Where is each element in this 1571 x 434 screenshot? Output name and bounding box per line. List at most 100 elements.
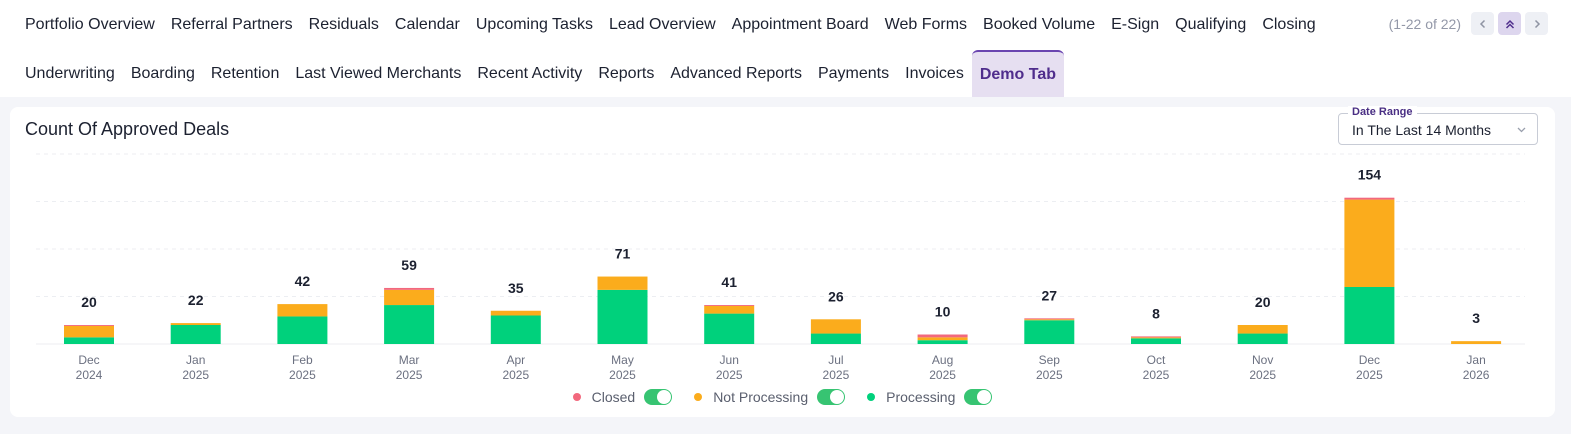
tab-residuals[interactable]: Residuals: [308, 16, 379, 33]
tick-label-month: Mar: [399, 353, 420, 367]
data-label: 35: [508, 280, 524, 296]
tab-retention[interactable]: Retention: [210, 64, 280, 82]
tick-label-month: Apr: [506, 353, 525, 367]
tick-label-year: 2025: [929, 368, 956, 382]
tick-label-year: 2025: [1036, 368, 1063, 382]
bar-not-processing: [277, 304, 328, 317]
bar-processing: [64, 337, 114, 344]
bar-closed: [64, 325, 114, 326]
bar-processing: [490, 315, 541, 344]
date-range-select[interactable]: Date Range In The Last 14 Months: [1338, 106, 1538, 145]
bar-processing: [704, 313, 755, 344]
data-label: 20: [1255, 294, 1271, 310]
tab-invoices[interactable]: Invoices: [905, 64, 964, 82]
tab-demo-tab[interactable]: Demo Tab: [971, 50, 1064, 97]
tab-last-viewed-merchants[interactable]: Last Viewed Merchants: [295, 64, 462, 82]
tab-advanced-reports[interactable]: Advanced Reports: [670, 64, 802, 82]
legend-dot: [867, 393, 876, 401]
bar-closed: [1024, 318, 1075, 320]
tab-booked-volume[interactable]: Booked Volume: [983, 16, 1096, 33]
series-toggle[interactable]: [964, 389, 993, 405]
tick-label-year: 2025: [182, 368, 209, 382]
tab-e-sign[interactable]: E-Sign: [1111, 16, 1160, 33]
legend-item-not-processing[interactable]: Not Processing: [694, 389, 846, 405]
tick-label-month: May: [611, 353, 634, 367]
data-label: 10: [935, 304, 951, 320]
tab-qualifying[interactable]: Qualifying: [1175, 16, 1247, 33]
bar-not-processing: [917, 337, 968, 341]
bar-processing: [1237, 333, 1288, 344]
legend-item-processing[interactable]: Processing: [867, 389, 993, 405]
data-label: 20: [81, 294, 97, 310]
chart-card: Count Of Approved Deals Date Range In Th…: [10, 106, 1555, 417]
bar-closed: [704, 305, 755, 306]
tab-underwriting[interactable]: Underwriting: [25, 64, 115, 82]
legend-item-closed[interactable]: Closed: [572, 389, 673, 405]
tick-label-year: 2025: [289, 368, 316, 382]
legend-label: Processing: [886, 389, 956, 405]
tick-label-year: 2025: [1249, 368, 1276, 382]
bar-not-processing: [384, 289, 435, 306]
data-label: 22: [188, 292, 204, 308]
tab-reports[interactable]: Reports: [598, 64, 655, 82]
tab-bar: Portfolio Overview Referral Partners Resid…: [0, 0, 1571, 97]
tab-payments[interactable]: Payments: [817, 64, 890, 82]
bar-not-processing: [704, 306, 755, 314]
tab-pager: (1-22 of 22): [1389, 12, 1548, 35]
tick-label-year: 2025: [609, 368, 636, 382]
data-label: 26: [828, 288, 844, 304]
data-label: 8: [1152, 305, 1160, 321]
bar-chart: 20Dec202422Jan202542Feb202559Mar202535Ap…: [36, 153, 1525, 382]
tab-recent-activity[interactable]: Recent Activity: [477, 64, 583, 82]
tick-label-month: Jan: [1466, 353, 1485, 367]
series-toggle[interactable]: [817, 389, 846, 405]
bar-processing: [277, 316, 328, 344]
tab-lead-overview[interactable]: Lead Overview: [608, 16, 716, 33]
data-label: 71: [615, 246, 631, 262]
tab-closing[interactable]: Closing: [1262, 16, 1316, 33]
tick-label-month: Aug: [932, 353, 953, 367]
bar-not-processing: [1024, 319, 1075, 321]
tick-label-year: 2025: [502, 368, 529, 382]
pager-prev-button[interactable]: [1471, 12, 1494, 35]
bar-not-processing: [1237, 325, 1288, 334]
tick-label-month: Nov: [1252, 353, 1273, 367]
tab-portfolio-overview[interactable]: Portfolio Overview: [25, 16, 155, 33]
bar-processing: [384, 305, 435, 344]
tick-label-month: Dec: [78, 353, 99, 367]
tab-appointment-board[interactable]: Appointment Board: [731, 16, 869, 33]
pager-next-button[interactable]: [1525, 12, 1548, 35]
legend-dot: [694, 393, 703, 401]
legend-label: Not Processing: [713, 389, 809, 405]
bar-not-processing: [1344, 199, 1395, 287]
tab-upcoming-tasks[interactable]: Upcoming Tasks: [475, 16, 593, 33]
tick-label-year: 2025: [396, 368, 423, 382]
chevron-left-icon: [1479, 19, 1485, 28]
tick-label-month: Jan: [186, 353, 205, 367]
data-label: 3: [1472, 310, 1480, 326]
bar-processing: [170, 325, 221, 344]
pager-expand-button[interactable]: [1498, 12, 1521, 35]
date-range-value: In The Last 14 Months: [1352, 122, 1492, 138]
tick-label-month: Jun: [720, 353, 739, 367]
date-range-label: Date Range: [1348, 106, 1417, 118]
tick-label-year: 2025: [1143, 368, 1170, 382]
tab-row-2: Underwriting Boarding Retention Last Viewed…: [17, 50, 1064, 97]
bar-closed: [1131, 336, 1181, 338]
tick-label-year: 2025: [716, 368, 743, 382]
data-label: 27: [1042, 287, 1058, 303]
tab-row-1: Portfolio Overview Referral Partners Resid…: [17, 0, 1324, 50]
tab-web-forms[interactable]: Web Forms: [884, 16, 968, 33]
tab-calendar[interactable]: Calendar: [394, 16, 460, 33]
data-label: 42: [295, 273, 311, 289]
tab-referral-partners[interactable]: Referral Partners: [170, 16, 293, 33]
bar-closed: [384, 287, 435, 290]
bar-not-processing: [1451, 341, 1502, 344]
bar-processing: [1344, 287, 1395, 344]
double-chevron-up-icon: [1505, 19, 1514, 29]
tab-boarding[interactable]: Boarding: [130, 64, 195, 82]
chart-legend: Closed Not Processing Processing: [10, 389, 1555, 405]
series-toggle[interactable]: [644, 389, 673, 405]
bar-not-processing: [810, 319, 861, 334]
tick-label-year: 2026: [1463, 368, 1490, 382]
